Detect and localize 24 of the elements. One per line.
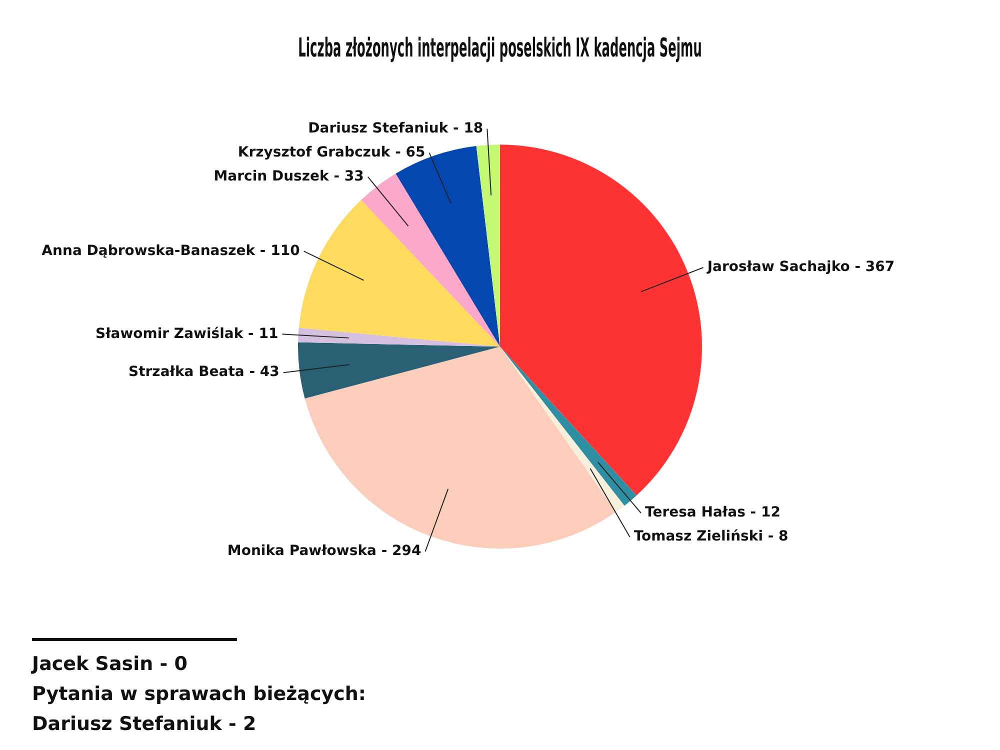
data-label: 43 xyxy=(260,364,280,380)
slice-label: Dariusz Stefaniuk - xyxy=(308,120,460,136)
slice-label: Marcin Duszek - xyxy=(214,168,340,184)
slice-label: Anna Dąbrowska-Banaszek - xyxy=(42,242,266,259)
data-label: 12 xyxy=(760,504,780,521)
data-label: 65 xyxy=(406,144,426,160)
text: Pytania w sprawach bieżących: xyxy=(32,682,368,707)
data-label: 110 xyxy=(270,242,300,259)
slice-label: Monika Pawłowska - xyxy=(227,543,388,560)
data-label: 8 xyxy=(778,528,788,545)
slice-label: Krzysztof Grabczuk - xyxy=(238,144,402,160)
text: Jacek Sasin - 0 xyxy=(32,652,188,677)
slice-label: Sławomir Zawiślak - xyxy=(95,326,254,342)
data-label: 11 xyxy=(258,326,278,342)
slice-label: Jarosław Sachajko - xyxy=(706,259,861,276)
data-label: 33 xyxy=(344,168,364,184)
data-label: 294 xyxy=(392,543,422,560)
slice-label: Strzałka Beata - xyxy=(128,364,256,380)
slice-label: Tomasz Zieliński - xyxy=(634,528,774,545)
data-label: 18 xyxy=(464,120,484,136)
text: Dariusz Stefaniuk - 2 xyxy=(32,712,258,737)
chart-title: Liczba złożonych interpelacji poselskich IX kadencja Sejmu xyxy=(298,32,702,63)
slice-label: Teresa Hałas - xyxy=(645,504,756,521)
data-label: 367 xyxy=(865,259,895,276)
